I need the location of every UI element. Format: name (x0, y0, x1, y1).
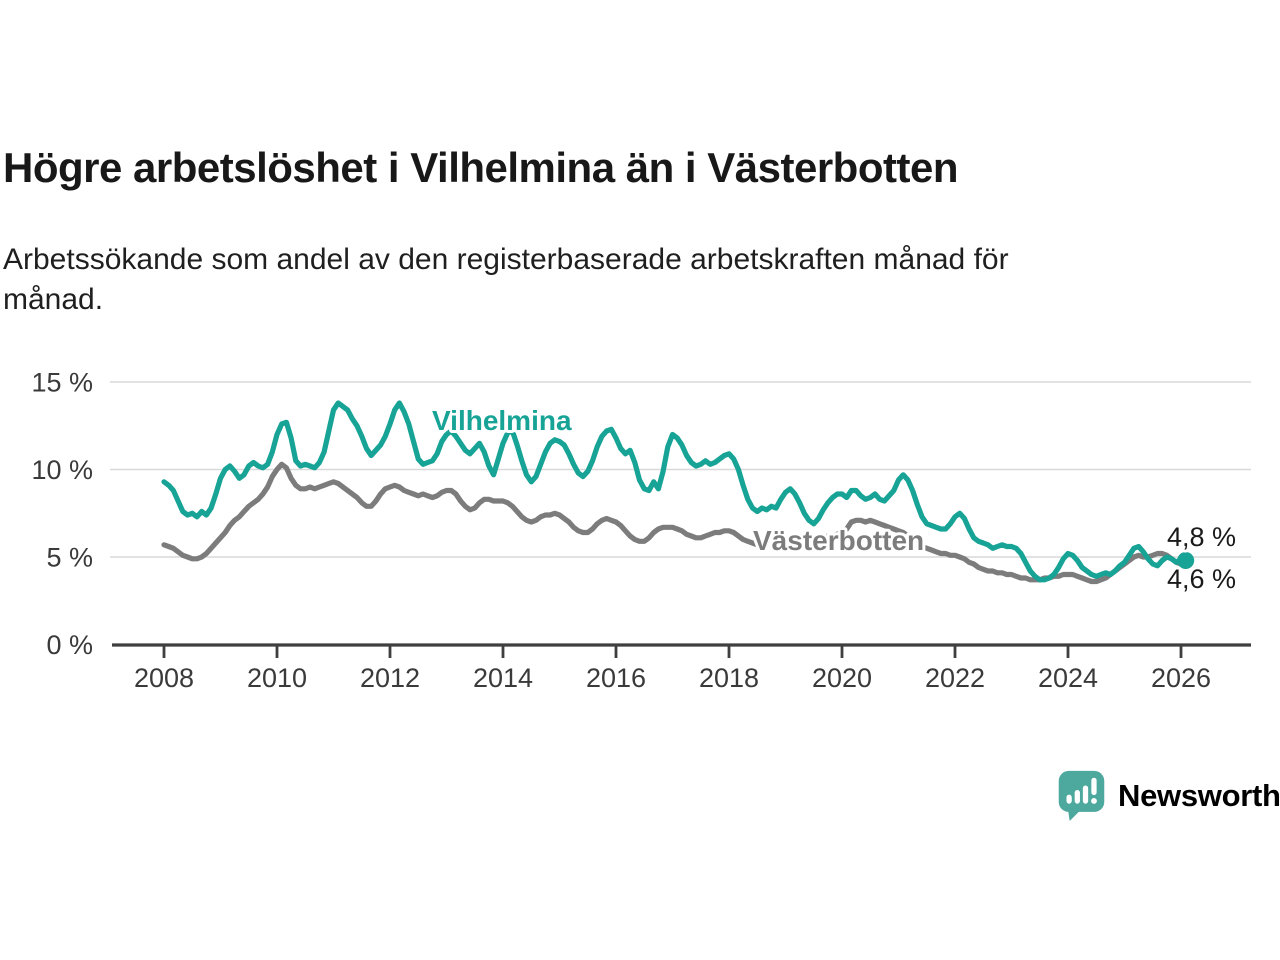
newsworthy-logo: Newsworthy (1056, 770, 1280, 821)
x-tick-label: 2012 (360, 663, 420, 693)
x-tick-label: 2022 (925, 663, 985, 693)
y-tick-label: 15 % (31, 368, 93, 398)
y-tick-label: 10 % (31, 455, 93, 485)
unemployment-line-chart: 0 %5 %10 %15 % 2008 2010 2012 2014 2016 2018 2… (31, 368, 1251, 693)
x-tick-label: 2024 (1038, 663, 1098, 693)
x-tick-label: 2018 (699, 663, 759, 693)
vasterbotten-line (161, 461, 1189, 585)
y-gridlines (110, 381, 1251, 558)
x-tick-label: 2026 (1151, 663, 1211, 693)
vasterbotten-series-label: Västerbotten (753, 525, 924, 556)
vilhelmina-line (161, 400, 1189, 583)
page-title: Högre arbetslöshet i Vilhelmina än i Väs… (3, 144, 958, 191)
newsworthy-wordmark: Newsworthy (1118, 777, 1280, 813)
vilhelmina-end-dot (1177, 552, 1195, 569)
subtitle-line-1: Arbetssökande som andel av den registerb… (3, 243, 1009, 276)
x-axis-labels: 2008 2010 2012 2014 2016 2018 2020 2022 2024 2026 (134, 663, 1211, 693)
vilhelmina-series-label: Vilhelmina (432, 405, 572, 436)
y-axis-labels: 0 % 5 % 10 % 15 % (31, 368, 93, 661)
subtitle-line-2: månad. (3, 283, 104, 316)
x-tick-label: 2008 (134, 663, 194, 693)
x-tick-label: 2010 (247, 663, 307, 693)
y-tick-label: 5 % (46, 543, 93, 573)
x-axis-ticks (162, 646, 1183, 658)
vasterbotten-end-value-label: 4,6 % (1167, 564, 1236, 594)
newsworthy-logo-icon (1058, 770, 1105, 821)
y-tick-label: 0 % (46, 630, 93, 660)
x-tick-label: 2020 (812, 663, 872, 693)
page-subtitle: Arbetssökande som andel av den registerb… (3, 240, 1009, 320)
vilhelmina-end-value-label: 4,8 % (1167, 522, 1236, 552)
x-tick-label: 2014 (473, 663, 533, 693)
x-tick-label: 2016 (586, 663, 646, 693)
